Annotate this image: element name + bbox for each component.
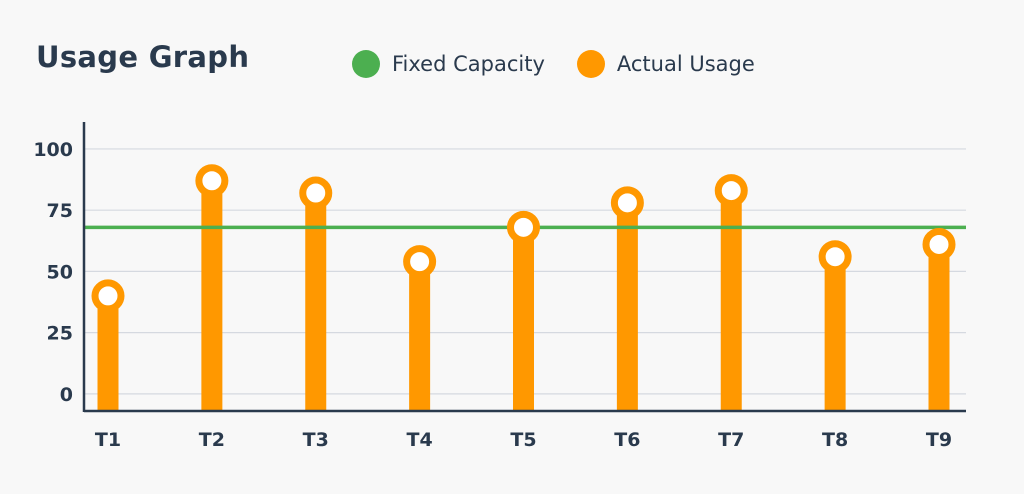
- x-tick-label-T4: T4: [407, 429, 433, 451]
- point-marker-T2: [195, 164, 229, 198]
- point-marker-T6: [610, 186, 644, 220]
- bar-T4: [409, 261, 431, 411]
- chart-title: Usage Graph: [36, 40, 250, 74]
- legend-swatch-fixed-capacity: [352, 50, 380, 78]
- y-tick-label-75: 75: [47, 200, 73, 222]
- point-marker-T3: [299, 176, 333, 210]
- y-tick-label-0: 0: [60, 384, 73, 406]
- x-tick-label-T6: T6: [614, 429, 640, 451]
- bar-T7: [720, 190, 742, 411]
- legend-item-actual-usage: Actual Usage: [576, 50, 755, 78]
- point-marker-T4: [403, 245, 437, 279]
- point-marker-T7: [714, 174, 748, 208]
- bar-T2: [201, 180, 223, 411]
- x-tick-label-T8: T8: [822, 429, 848, 451]
- x-tick-label-T3: T3: [303, 429, 329, 451]
- point-marker-T1: [91, 279, 125, 313]
- bar-T9: [928, 244, 950, 411]
- bar-T5: [513, 227, 534, 411]
- x-tick-label-T7: T7: [718, 429, 744, 451]
- bar-T6: [616, 202, 638, 411]
- chart-legend: Fixed Capacity Actual Usage: [352, 50, 787, 78]
- point-marker-T8: [818, 240, 852, 274]
- legend-swatch-actual-usage: [576, 50, 605, 78]
- legend-item-fixed-capacity: Fixed Capacity: [352, 50, 545, 78]
- point-marker-T9: [922, 227, 956, 261]
- legend-label-fixed-capacity: Fixed Capacity: [392, 52, 545, 76]
- x-tick-label-T1: T1: [95, 429, 121, 451]
- x-tick-label-T2: T2: [199, 429, 225, 451]
- y-tick-label-100: 100: [33, 139, 73, 161]
- bar-T1: [97, 295, 119, 411]
- legend-label-actual-usage: Actual Usage: [616, 52, 755, 76]
- bar-T3: [305, 193, 327, 411]
- x-tick-label-T5: T5: [510, 429, 536, 451]
- x-tick-label-T9: T9: [926, 429, 952, 451]
- y-tick-label-50: 50: [47, 261, 73, 283]
- y-tick-label-25: 25: [47, 323, 73, 345]
- point-marker-T5: [507, 210, 540, 244]
- bar-T8: [824, 256, 846, 411]
